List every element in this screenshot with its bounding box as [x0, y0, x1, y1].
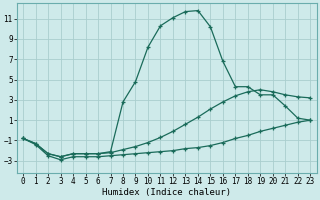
- X-axis label: Humidex (Indice chaleur): Humidex (Indice chaleur): [102, 188, 231, 197]
